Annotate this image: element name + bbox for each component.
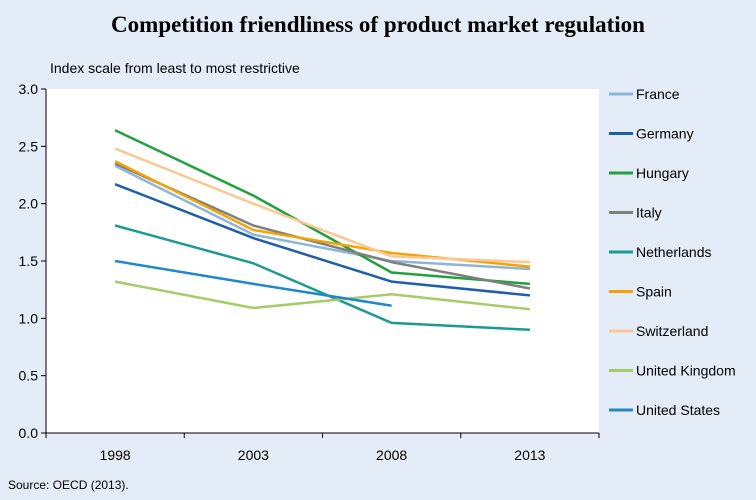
chart-title: Competition friendliness of product mark… bbox=[111, 12, 645, 37]
legend-label: France bbox=[636, 86, 680, 102]
x-tick-label: 2003 bbox=[238, 447, 269, 463]
series-line-germany bbox=[114, 183, 531, 297]
legend-label: United Kingdom bbox=[636, 363, 736, 379]
y-tick-label: 1.5 bbox=[19, 253, 39, 269]
y-tick-label: 3.0 bbox=[19, 81, 39, 97]
y-tick-label: 2.0 bbox=[19, 196, 39, 212]
legend-label: Spain bbox=[636, 284, 672, 300]
legend-label: Italy bbox=[636, 205, 662, 221]
axes: 0.0 0.5 1.0 1.5 2.0 2.5 3.0 1998 2003 2008 2013 bbox=[19, 81, 600, 463]
legend-label: Germany bbox=[636, 126, 694, 142]
y-tick-label: 1.0 bbox=[19, 310, 39, 326]
legend-label: Switzerland bbox=[636, 323, 708, 339]
legend-label: United States bbox=[636, 402, 720, 418]
series-lines bbox=[114, 129, 531, 332]
x-tick-label: 2013 bbox=[514, 447, 545, 463]
legend: France Germany Hungary Italy Netherlands Spai… bbox=[609, 86, 736, 418]
x-tick-label: 2008 bbox=[376, 447, 407, 463]
series-line-hungary bbox=[114, 129, 531, 286]
y-tick-label: 2.5 bbox=[19, 138, 39, 154]
legend-label: Netherlands bbox=[636, 244, 712, 260]
series-line-united-kingdom bbox=[114, 280, 531, 311]
x-tick-label: 1998 bbox=[100, 447, 131, 463]
series-line-united-states bbox=[114, 259, 392, 307]
chart-subtitle: Index scale from least to most restricti… bbox=[50, 60, 300, 76]
y-tick-label: 0.0 bbox=[19, 425, 39, 441]
series-line-switzerland bbox=[114, 147, 530, 264]
y-tick-label: 0.5 bbox=[19, 368, 39, 384]
legend-label: Hungary bbox=[636, 165, 689, 181]
source-note: Source: OECD (2013). bbox=[8, 478, 129, 492]
series-line-netherlands bbox=[114, 224, 530, 332]
series-line-france bbox=[114, 164, 530, 271]
